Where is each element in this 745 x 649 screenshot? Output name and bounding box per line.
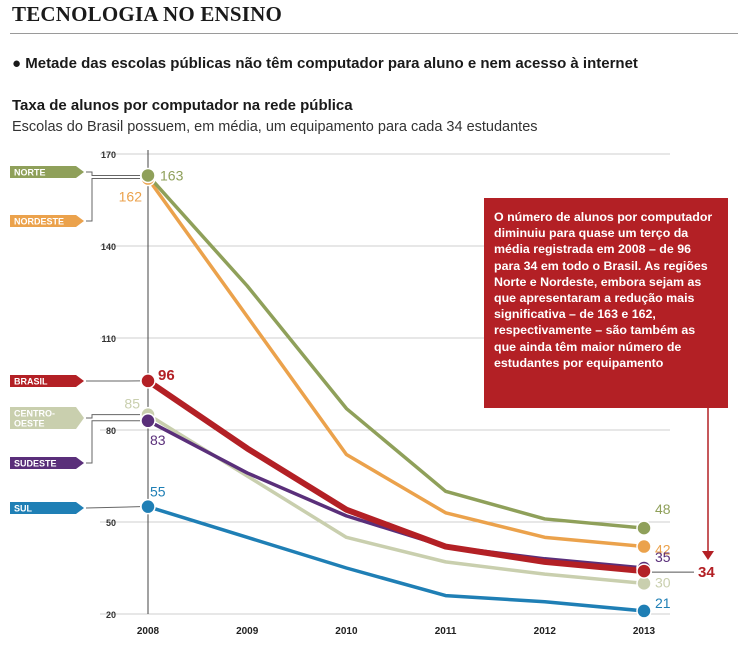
series-tag-label: OESTE xyxy=(14,419,45,429)
data-point-sul xyxy=(140,498,156,515)
end-value-label-nordeste: 42 xyxy=(655,542,671,558)
series-tag-label: SUDESTE xyxy=(14,459,57,469)
series-line-brasil xyxy=(145,377,647,575)
end-value-label-brasil: 34 xyxy=(698,564,715,581)
chart-title: Taxa de alunos por computador na rede pú… xyxy=(12,97,353,114)
leader-line xyxy=(86,171,140,176)
end-value-label-sul: 21 xyxy=(655,595,671,611)
series-tag-brasil xyxy=(10,375,84,387)
series-tag-nordeste xyxy=(10,215,84,227)
series-tag-label: NORTE xyxy=(14,168,46,178)
series-line-sul xyxy=(146,504,646,613)
data-point-sul xyxy=(636,603,652,619)
callout-box: O número de alunos por computador diminu… xyxy=(484,198,728,408)
leader-line xyxy=(86,420,140,464)
x-tick-label: 2013 xyxy=(633,626,656,637)
data-point-sudeste xyxy=(140,413,156,429)
y-tick-label: 80 xyxy=(106,426,116,436)
data-point-brasil xyxy=(140,373,156,389)
start-value-label-norte: 163 xyxy=(160,167,184,183)
x-tick-label: 2010 xyxy=(335,626,358,637)
headline: ● Metade das escolas públicas não têm co… xyxy=(12,55,638,72)
leader-line xyxy=(86,178,140,222)
x-tick-label: 2012 xyxy=(534,626,557,637)
y-tick-label: 170 xyxy=(101,150,116,160)
section-title: TECNOLOGIA NO ENSINO xyxy=(12,2,283,26)
end-value-label-norte: 48 xyxy=(655,501,671,517)
y-tick-label: 110 xyxy=(101,334,116,344)
series-tag-norte xyxy=(10,166,84,178)
series-tag-label: CENTRO- xyxy=(14,409,55,419)
callout-arrow-head xyxy=(702,551,714,560)
leader-line xyxy=(86,414,140,419)
start-value-label-brasil: 96 xyxy=(158,367,175,384)
leader-line xyxy=(85,506,141,509)
start-value-label-centro-oeste: 85 xyxy=(124,396,140,412)
title-rule xyxy=(10,33,738,34)
start-value-label-sudeste: 83 xyxy=(150,432,166,448)
end-value-label-sudeste: 35 xyxy=(655,549,671,565)
data-point-norte xyxy=(140,167,156,184)
series-tag-centro-oeste xyxy=(10,407,84,429)
start-value-label-sul: 55 xyxy=(150,484,166,500)
y-tick-label: 140 xyxy=(101,242,116,252)
series-line-nordeste xyxy=(146,176,646,549)
x-tick-label: 2009 xyxy=(236,626,259,637)
chart-subtitle: Escolas do Brasil possuem, em média, um … xyxy=(12,119,538,135)
y-tick-label: 50 xyxy=(106,518,116,528)
series-tag-label: NORDESTE xyxy=(14,217,64,227)
data-point-brasil xyxy=(636,563,652,579)
series-line-centro-oeste xyxy=(146,412,646,586)
start-value-label-nordeste: 162 xyxy=(119,189,143,205)
series-line-norte xyxy=(146,173,646,530)
y-tick-label: 20 xyxy=(106,610,116,620)
x-tick-label: 2008 xyxy=(137,626,160,637)
data-point-norte xyxy=(636,520,652,536)
series-tag-label: BRASIL xyxy=(14,377,48,387)
series-tag-label: SUL xyxy=(14,504,33,514)
series-tag-sudeste xyxy=(10,457,84,469)
series-tag-sul xyxy=(10,502,84,514)
x-tick-label: 2011 xyxy=(435,626,457,637)
series-line-sudeste xyxy=(146,419,646,570)
end-value-label-centro-oeste: 30 xyxy=(655,574,671,590)
data-point-nordeste xyxy=(636,538,652,555)
